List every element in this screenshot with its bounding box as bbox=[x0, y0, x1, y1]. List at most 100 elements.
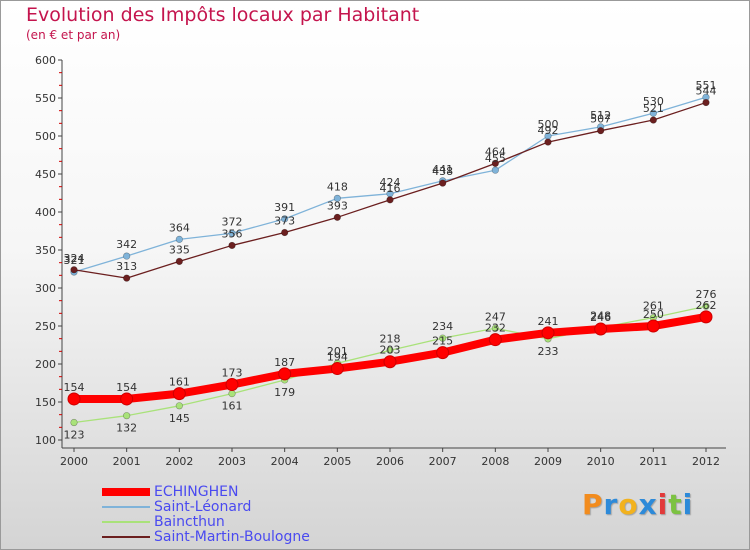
data-label: 373 bbox=[274, 215, 295, 228]
data-label: 246 bbox=[590, 311, 611, 324]
logo-letter: o bbox=[618, 488, 639, 521]
data-label: 132 bbox=[116, 422, 137, 435]
data-point bbox=[70, 418, 78, 427]
data-point bbox=[649, 109, 657, 117]
data-point bbox=[702, 98, 710, 107]
data-label: 194 bbox=[327, 351, 348, 364]
data-point bbox=[597, 127, 605, 135]
data-label: 215 bbox=[432, 335, 453, 348]
data-label: 391 bbox=[274, 201, 295, 214]
data-label: 187 bbox=[274, 356, 295, 369]
y-tick-label: 350 bbox=[35, 244, 56, 257]
data-point bbox=[699, 310, 713, 324]
data-label: 313 bbox=[116, 260, 137, 273]
y-tick-label: 500 bbox=[35, 130, 56, 143]
data-label: 145 bbox=[169, 412, 190, 425]
data-point bbox=[488, 333, 502, 347]
legend-item: ECHINGHEN bbox=[100, 484, 360, 500]
y-tick-label: 200 bbox=[35, 358, 56, 371]
data-label: 544 bbox=[696, 85, 717, 98]
y-tick-label: 600 bbox=[35, 54, 56, 67]
data-label: 179 bbox=[274, 386, 295, 399]
x-tick-label: 2007 bbox=[429, 455, 457, 468]
data-point bbox=[123, 274, 131, 282]
data-label: 154 bbox=[64, 381, 85, 394]
data-point bbox=[649, 116, 657, 124]
data-label: 161 bbox=[222, 400, 243, 413]
data-point bbox=[436, 346, 450, 360]
logo-letter: t bbox=[668, 488, 683, 521]
data-point bbox=[491, 166, 499, 174]
x-tick-label: 2002 bbox=[165, 455, 193, 468]
y-tick-label: 450 bbox=[35, 168, 56, 181]
logo-letter: i bbox=[657, 488, 669, 521]
axes: 100 150 200 250 300 350 400 450 500 550 600 2000 200… bbox=[35, 54, 726, 468]
data-label: 455 bbox=[485, 152, 506, 165]
data-point bbox=[123, 252, 131, 260]
data-label: 342 bbox=[116, 238, 137, 251]
data-label: 234 bbox=[432, 320, 453, 333]
x-tick-label: 2010 bbox=[587, 455, 615, 468]
legend-swatch bbox=[102, 506, 150, 508]
data-point bbox=[594, 322, 608, 336]
y-tick-label: 300 bbox=[35, 282, 56, 295]
y-tick-label: 100 bbox=[35, 434, 56, 447]
data-label: 521 bbox=[643, 102, 664, 115]
data-label: 123 bbox=[64, 429, 85, 442]
data-point bbox=[172, 387, 186, 401]
chart-subtitle: (en € et par an) bbox=[26, 28, 121, 42]
data-point bbox=[281, 228, 289, 237]
data-point bbox=[439, 179, 447, 187]
data-point bbox=[175, 402, 183, 410]
data-label: 321 bbox=[64, 254, 85, 267]
chart-title: Evolution des Impôts locaux par Habitant bbox=[26, 4, 420, 26]
data-point bbox=[333, 213, 341, 221]
data-label: 250 bbox=[643, 308, 664, 321]
data-point bbox=[228, 241, 236, 250]
data-point bbox=[123, 412, 131, 420]
legend-swatch bbox=[102, 521, 150, 523]
data-label: 201 bbox=[327, 345, 348, 358]
data-point bbox=[702, 302, 710, 310]
logo-letter: x bbox=[638, 488, 658, 521]
data-point bbox=[383, 355, 397, 369]
x-tick-label: 2006 bbox=[376, 455, 404, 468]
data-label: 247 bbox=[485, 310, 506, 323]
data-label: 372 bbox=[222, 215, 243, 228]
data-point bbox=[120, 392, 134, 406]
legend-label: Saint-Martin-Boulogne bbox=[154, 529, 310, 545]
data-label: 203 bbox=[380, 344, 401, 357]
legend-label: ECHINGHEN bbox=[154, 484, 239, 500]
data-label: 441 bbox=[432, 163, 453, 176]
data-point bbox=[175, 257, 183, 266]
data-point bbox=[544, 138, 552, 146]
data-point bbox=[333, 194, 341, 202]
data-label: 500 bbox=[538, 118, 559, 131]
data-label: 492 bbox=[538, 124, 559, 137]
x-tick-label: 2005 bbox=[323, 455, 351, 468]
data-label: 464 bbox=[485, 145, 506, 158]
data-point bbox=[646, 319, 660, 333]
y-tick-label: 150 bbox=[35, 396, 56, 409]
series-layer bbox=[67, 93, 713, 427]
data-point bbox=[439, 334, 447, 342]
data-point bbox=[225, 378, 239, 392]
data-label: 161 bbox=[169, 376, 190, 389]
legend: ECHINGHEN Saint-Léonard Baincthun Saint-Mar… bbox=[100, 484, 360, 545]
x-tick-label: 2003 bbox=[218, 455, 246, 468]
data-label: 335 bbox=[169, 243, 190, 256]
x-tick-label: 2004 bbox=[271, 455, 299, 468]
data-point bbox=[278, 367, 292, 381]
data-point bbox=[541, 326, 555, 340]
legend-item: Saint-Martin-Boulogne bbox=[100, 529, 360, 545]
legend-item: Saint-Léonard bbox=[100, 499, 360, 515]
y-tick-label: 400 bbox=[35, 206, 56, 219]
y-tick-label: 550 bbox=[35, 92, 56, 105]
data-label: 248 bbox=[590, 310, 611, 323]
data-point bbox=[281, 215, 289, 223]
x-tick-label: 2011 bbox=[639, 455, 667, 468]
data-label: 530 bbox=[643, 95, 664, 108]
x-tick-label: 2000 bbox=[60, 455, 88, 468]
